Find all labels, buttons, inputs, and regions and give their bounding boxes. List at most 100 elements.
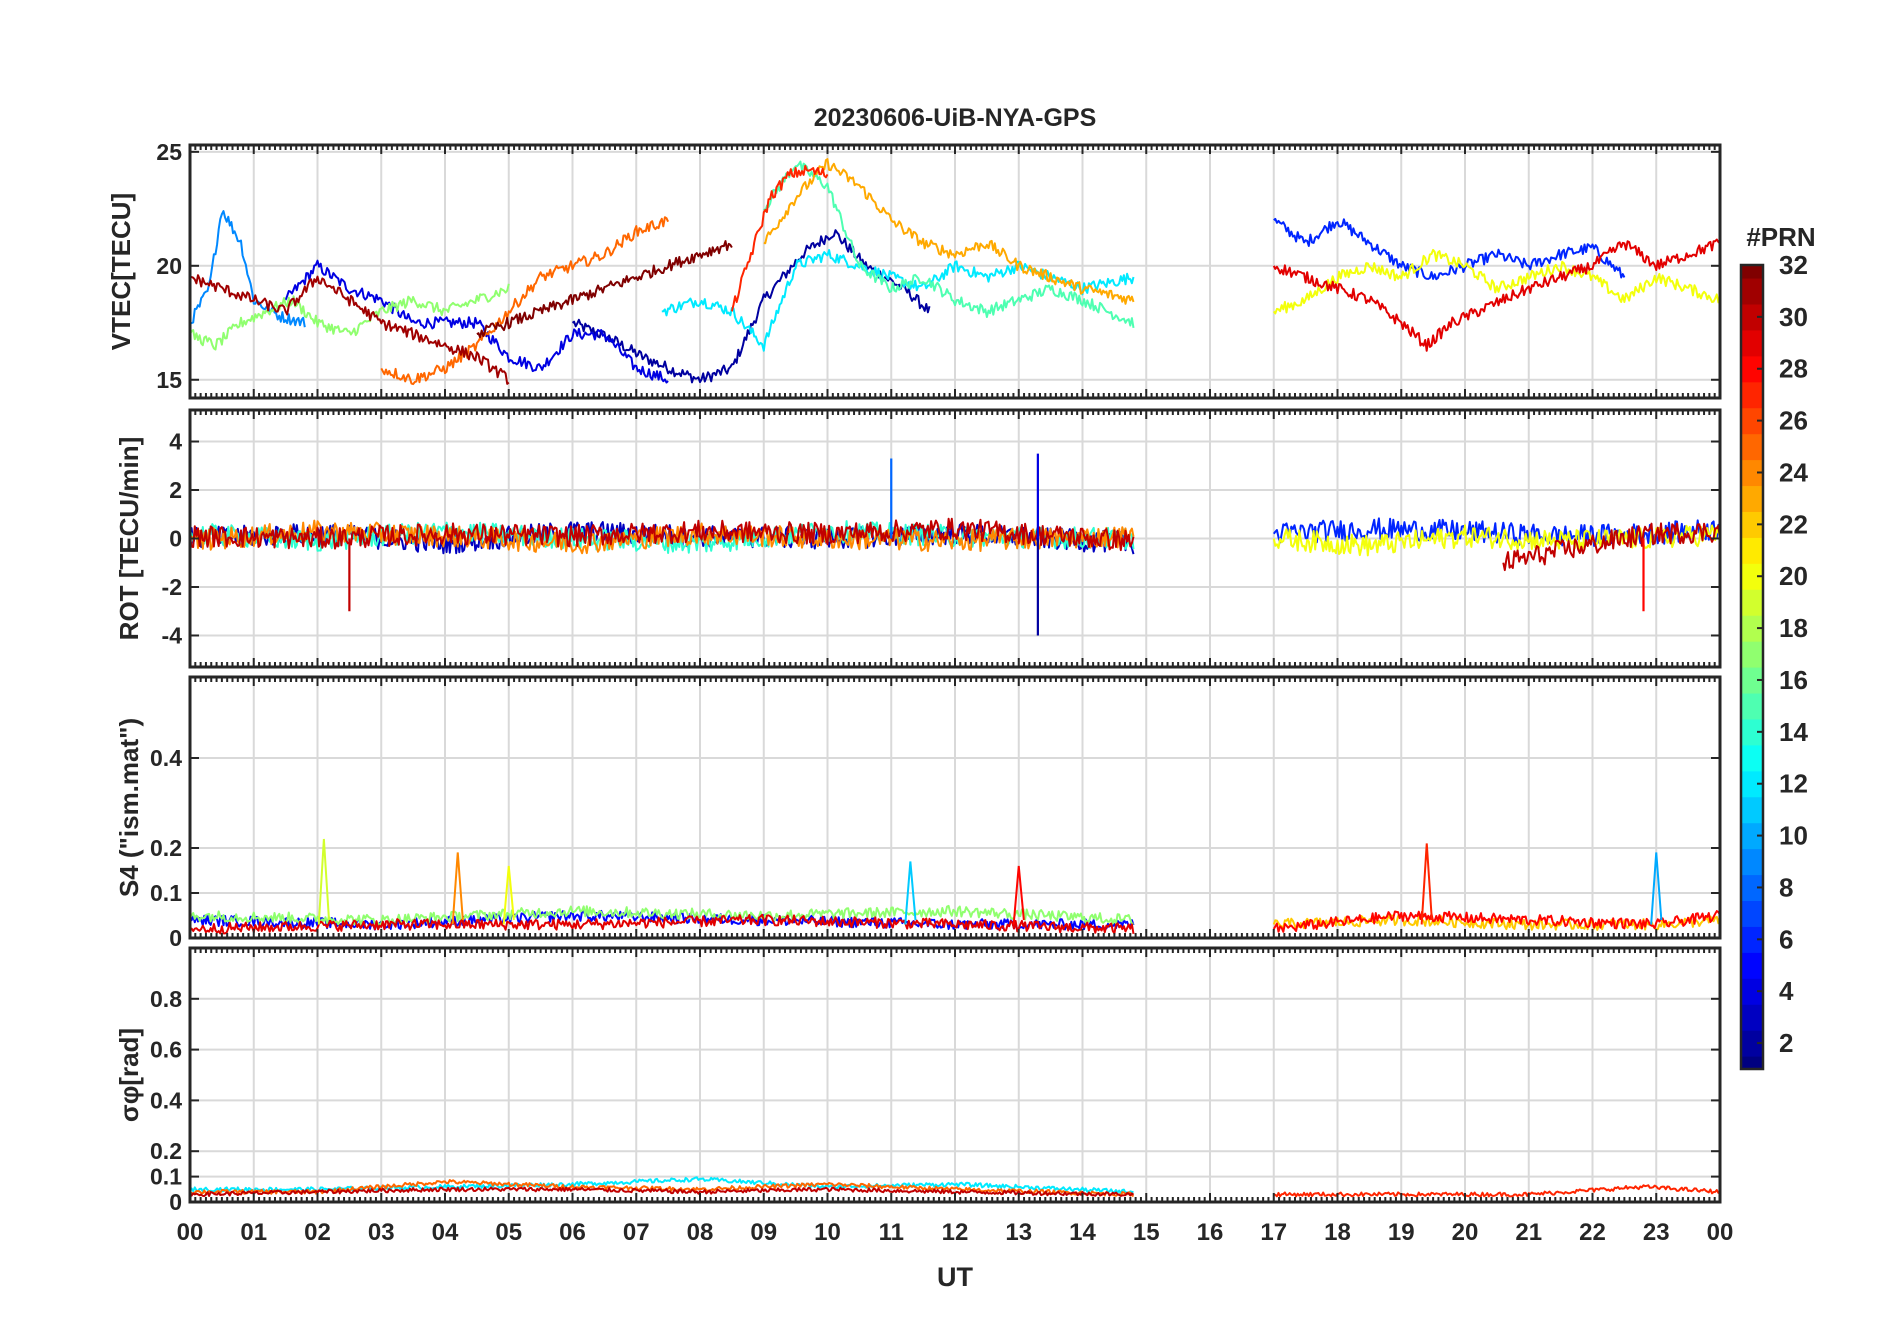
colorbar-swatch <box>1741 1056 1763 1070</box>
y-tick-label: 2 <box>169 477 182 503</box>
colorbar-swatch <box>1741 589 1763 616</box>
y-tick-label: 0.8 <box>150 986 182 1012</box>
y-axis-label-s4: S4 ("ism.mat") <box>114 718 144 897</box>
series-line-prn-30 <box>1502 522 1720 572</box>
colorbar-swatch <box>1741 796 1763 824</box>
y-tick-label: 0.1 <box>150 1164 182 1190</box>
y-tick-label: 0.2 <box>150 1138 182 1164</box>
panel-vtec: 15 20 25 VTEC[TECU] <box>106 139 1722 400</box>
colorbar-tick-label: 4 <box>1779 976 1794 1006</box>
series-line-prn-20 <box>1272 524 1720 557</box>
colorbar-swatch <box>1741 265 1763 279</box>
x-tick-label: 15 <box>1133 1219 1160 1246</box>
colorbar-tick-label: 12 <box>1779 769 1808 799</box>
y-tick-label: 0 <box>169 1189 182 1215</box>
y-tick-label: 20 <box>156 253 182 279</box>
x-tick-label: 12 <box>942 1219 969 1246</box>
series-line-prn-15 <box>762 160 1135 329</box>
colorbar-tick-label: 18 <box>1779 613 1808 643</box>
s4-peak-2 <box>502 865 515 925</box>
y-tick-label: 0.4 <box>150 1087 182 1113</box>
x-tick-label: 00 <box>1707 1219 1734 1246</box>
colorbar-tick-label: 8 <box>1779 872 1793 902</box>
x-tick-label: 07 <box>623 1219 650 1246</box>
colorbar-tick-label: 24 <box>1779 457 1808 487</box>
s4-peak-1 <box>451 852 464 925</box>
x-tick-label: 23 <box>1643 1219 1670 1246</box>
colorbar-tick-label: 32 <box>1779 250 1808 280</box>
y-tick-label: -2 <box>162 574 182 600</box>
series-line-prn-29 <box>190 913 1135 935</box>
colorbar-label: #PRN <box>1746 222 1815 252</box>
y-tick-label: 15 <box>156 367 182 393</box>
colorbar-swatch <box>1741 381 1763 409</box>
colorbar-swatch <box>1741 1030 1763 1057</box>
series-line-prn-17 <box>190 283 510 351</box>
series-line-prn-6 <box>1273 217 1626 281</box>
x-tick-labels: 00 01 02 03 04 05 06 07 08 09 10 11 12 13 14 15 16 17 18 19… <box>177 1219 1734 1246</box>
y-tick-label: 0.1 <box>150 880 182 906</box>
colorbar-swatch <box>1741 433 1763 461</box>
x-tick-label: 17 <box>1260 1219 1287 1246</box>
colorbar-swatch <box>1741 822 1763 850</box>
colorbar-tick-label: 14 <box>1779 717 1808 747</box>
series-line-prn-27 <box>1273 1184 1720 1198</box>
colorbar-swatch <box>1741 744 1763 772</box>
x-tick-label: 20 <box>1452 1219 1479 1246</box>
panel-rot: -4 -2 0 2 4 ROT [TECU/min] <box>114 408 1722 669</box>
colorbar-swatch <box>1741 563 1763 590</box>
plot-area-sigma_phi <box>190 1176 1720 1198</box>
colorbar-swatch <box>1741 978 1763 1005</box>
colorbar-tick-label: 16 <box>1779 665 1808 695</box>
y-axis-label-vtec: VTEC[TECU] <box>106 193 136 350</box>
colorbar-swatch <box>1741 900 1763 927</box>
x-tick-label: 06 <box>559 1219 586 1246</box>
x-tick-label: 10 <box>814 1219 841 1246</box>
colorbar-swatch <box>1741 407 1763 435</box>
series-line-prn-23 <box>763 158 1135 305</box>
colorbar-tick-label: 20 <box>1779 561 1808 591</box>
colorbar-swatch <box>1741 537 1763 564</box>
colorbar-swatch <box>1741 667 1763 694</box>
series-line-prn-12 <box>661 249 1135 352</box>
colorbar-swatch <box>1741 615 1763 642</box>
series-line-prn-28 <box>1272 910 1720 933</box>
y-axis-label-sigma_phi: σφ[rad] <box>114 1028 144 1122</box>
colorbar-tick-label: 22 <box>1779 509 1808 539</box>
x-tick-label: 13 <box>1005 1219 1032 1246</box>
series-line-prn-20 <box>1273 248 1720 315</box>
plot-area-s4 <box>190 838 1720 935</box>
series-line-prn-30 <box>190 517 1135 552</box>
series-line-prn-27 <box>730 164 829 312</box>
y-tick-label: 0.4 <box>150 745 182 771</box>
colorbar-swatch <box>1741 1004 1763 1031</box>
series-line-prn-30 <box>190 1186 1135 1197</box>
x-tick-label: 21 <box>1515 1219 1542 1246</box>
panel-sigma_phi: 00.10.2 0.4 0.6 0.8σφ[rad] <box>114 946 1722 1215</box>
s4-peak-6 <box>1650 852 1663 925</box>
x-tick-label: 14 <box>1069 1219 1096 1246</box>
y-tick-label: -4 <box>162 622 183 648</box>
s4-peak-3 <box>904 861 917 925</box>
y-tick-label: 0.2 <box>150 835 182 861</box>
s4-peak-4 <box>1012 865 1025 925</box>
series-line-prn-12 <box>190 1176 1134 1195</box>
series-line-prn-31 <box>190 274 510 385</box>
x-tick-label: 01 <box>240 1219 267 1246</box>
colorbar-tick-label: 30 <box>1779 302 1808 332</box>
s4-peak-5 <box>1420 843 1433 925</box>
x-tick-label: 08 <box>687 1219 714 1246</box>
x-tick-label: 04 <box>432 1219 459 1246</box>
colorbar-swatch <box>1741 303 1763 331</box>
colorbar-swatch <box>1741 874 1763 902</box>
colorbar-swatch <box>1741 641 1763 668</box>
colorbar-swatch <box>1741 952 1763 979</box>
series-line-prn-4 <box>284 259 669 384</box>
panel-s4: 0 0.1 0.2 0.4S4 ("ism.mat") <box>114 675 1722 951</box>
colorbar-swatch <box>1741 329 1763 357</box>
series-line-prn-17 <box>190 904 1134 927</box>
x-tick-label: 19 <box>1388 1219 1415 1246</box>
y-tick-label: 4 <box>169 429 182 455</box>
